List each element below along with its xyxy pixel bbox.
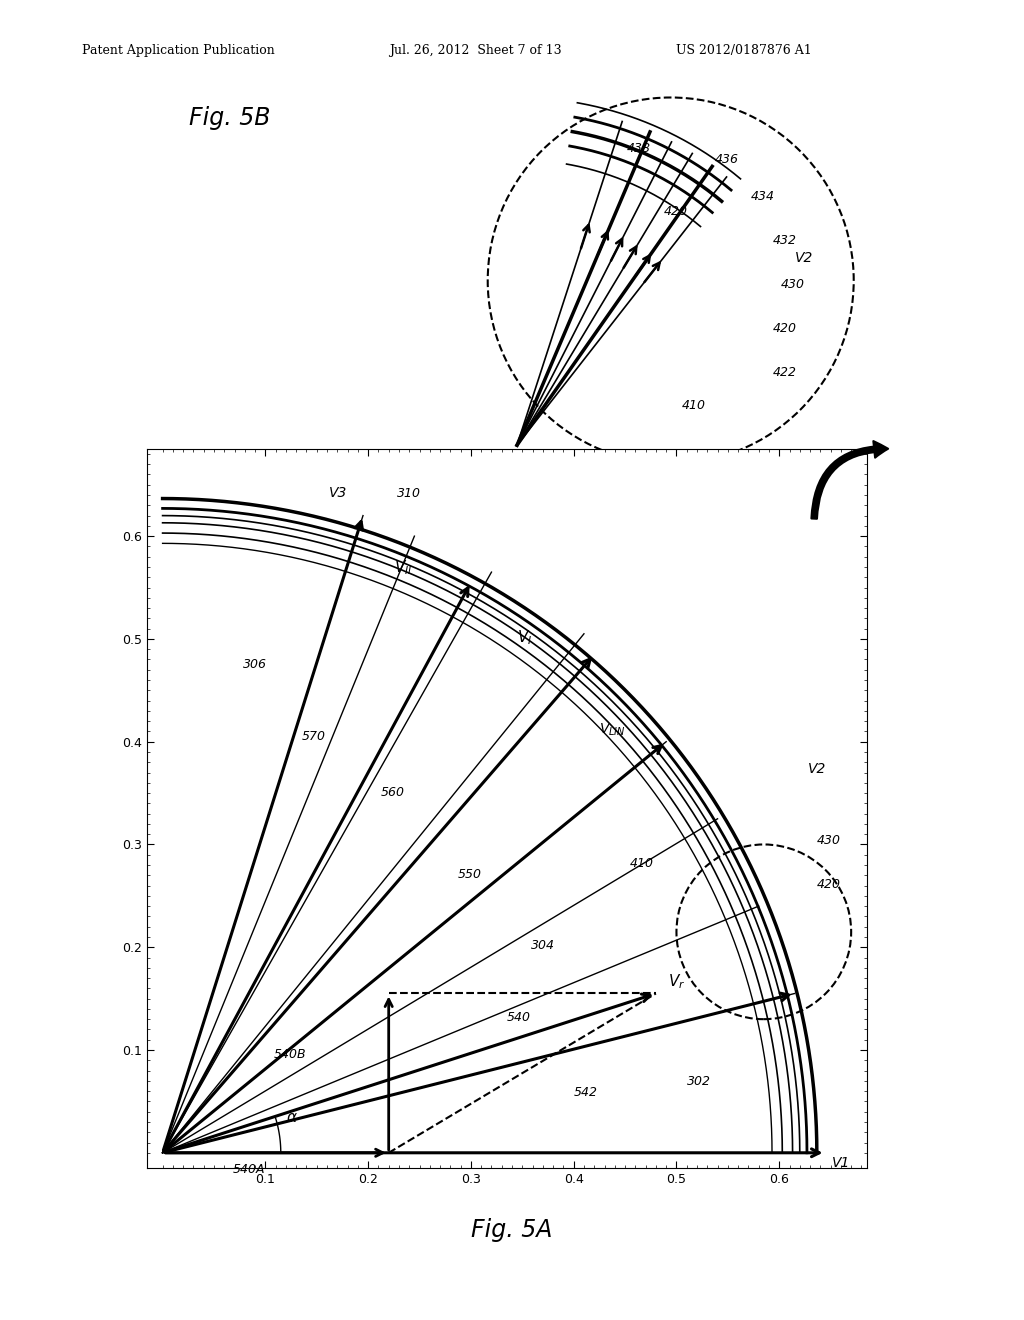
Text: 304: 304: [530, 940, 555, 952]
Text: US 2012/0187876 A1: US 2012/0187876 A1: [676, 44, 812, 57]
Text: V3: V3: [329, 486, 347, 500]
Text: 306: 306: [243, 657, 267, 671]
Text: 422: 422: [773, 366, 798, 379]
Text: Jul. 26, 2012  Sheet 7 of 13: Jul. 26, 2012 Sheet 7 of 13: [389, 44, 562, 57]
Text: Fig. 5A: Fig. 5A: [471, 1218, 553, 1242]
Text: $V_r$: $V_r$: [669, 973, 686, 991]
Text: V2: V2: [808, 762, 826, 776]
Text: 432: 432: [773, 234, 798, 247]
Text: 540: 540: [507, 1011, 530, 1024]
Text: 540B: 540B: [273, 1048, 306, 1061]
Text: 420: 420: [773, 322, 798, 335]
Text: 560: 560: [381, 787, 404, 799]
Text: $V_{II}$: $V_{II}$: [394, 558, 413, 577]
Text: 302: 302: [687, 1074, 711, 1088]
Text: $V_I$: $V_I$: [517, 628, 532, 647]
Text: 410: 410: [682, 399, 706, 412]
Text: 430: 430: [817, 834, 842, 847]
Text: 570: 570: [301, 730, 326, 743]
Text: 310: 310: [397, 487, 421, 500]
Text: 420: 420: [817, 878, 842, 891]
Text: 420: 420: [664, 205, 687, 218]
Text: 436: 436: [715, 153, 738, 166]
Text: Fig. 5B: Fig. 5B: [189, 107, 271, 131]
Text: 410: 410: [630, 857, 654, 870]
Text: Patent Application Publication: Patent Application Publication: [82, 44, 274, 57]
Text: V2: V2: [796, 251, 813, 265]
Text: 540A: 540A: [232, 1163, 265, 1176]
Text: 438: 438: [627, 143, 651, 156]
Text: 430: 430: [780, 277, 805, 290]
Text: $V_{LIN}$: $V_{LIN}$: [599, 722, 626, 738]
Text: 434: 434: [752, 190, 775, 203]
Text: $\alpha$: $\alpha$: [286, 1110, 298, 1125]
Text: V1: V1: [831, 1156, 850, 1170]
Text: 550: 550: [458, 869, 481, 882]
Text: 542: 542: [573, 1086, 598, 1100]
